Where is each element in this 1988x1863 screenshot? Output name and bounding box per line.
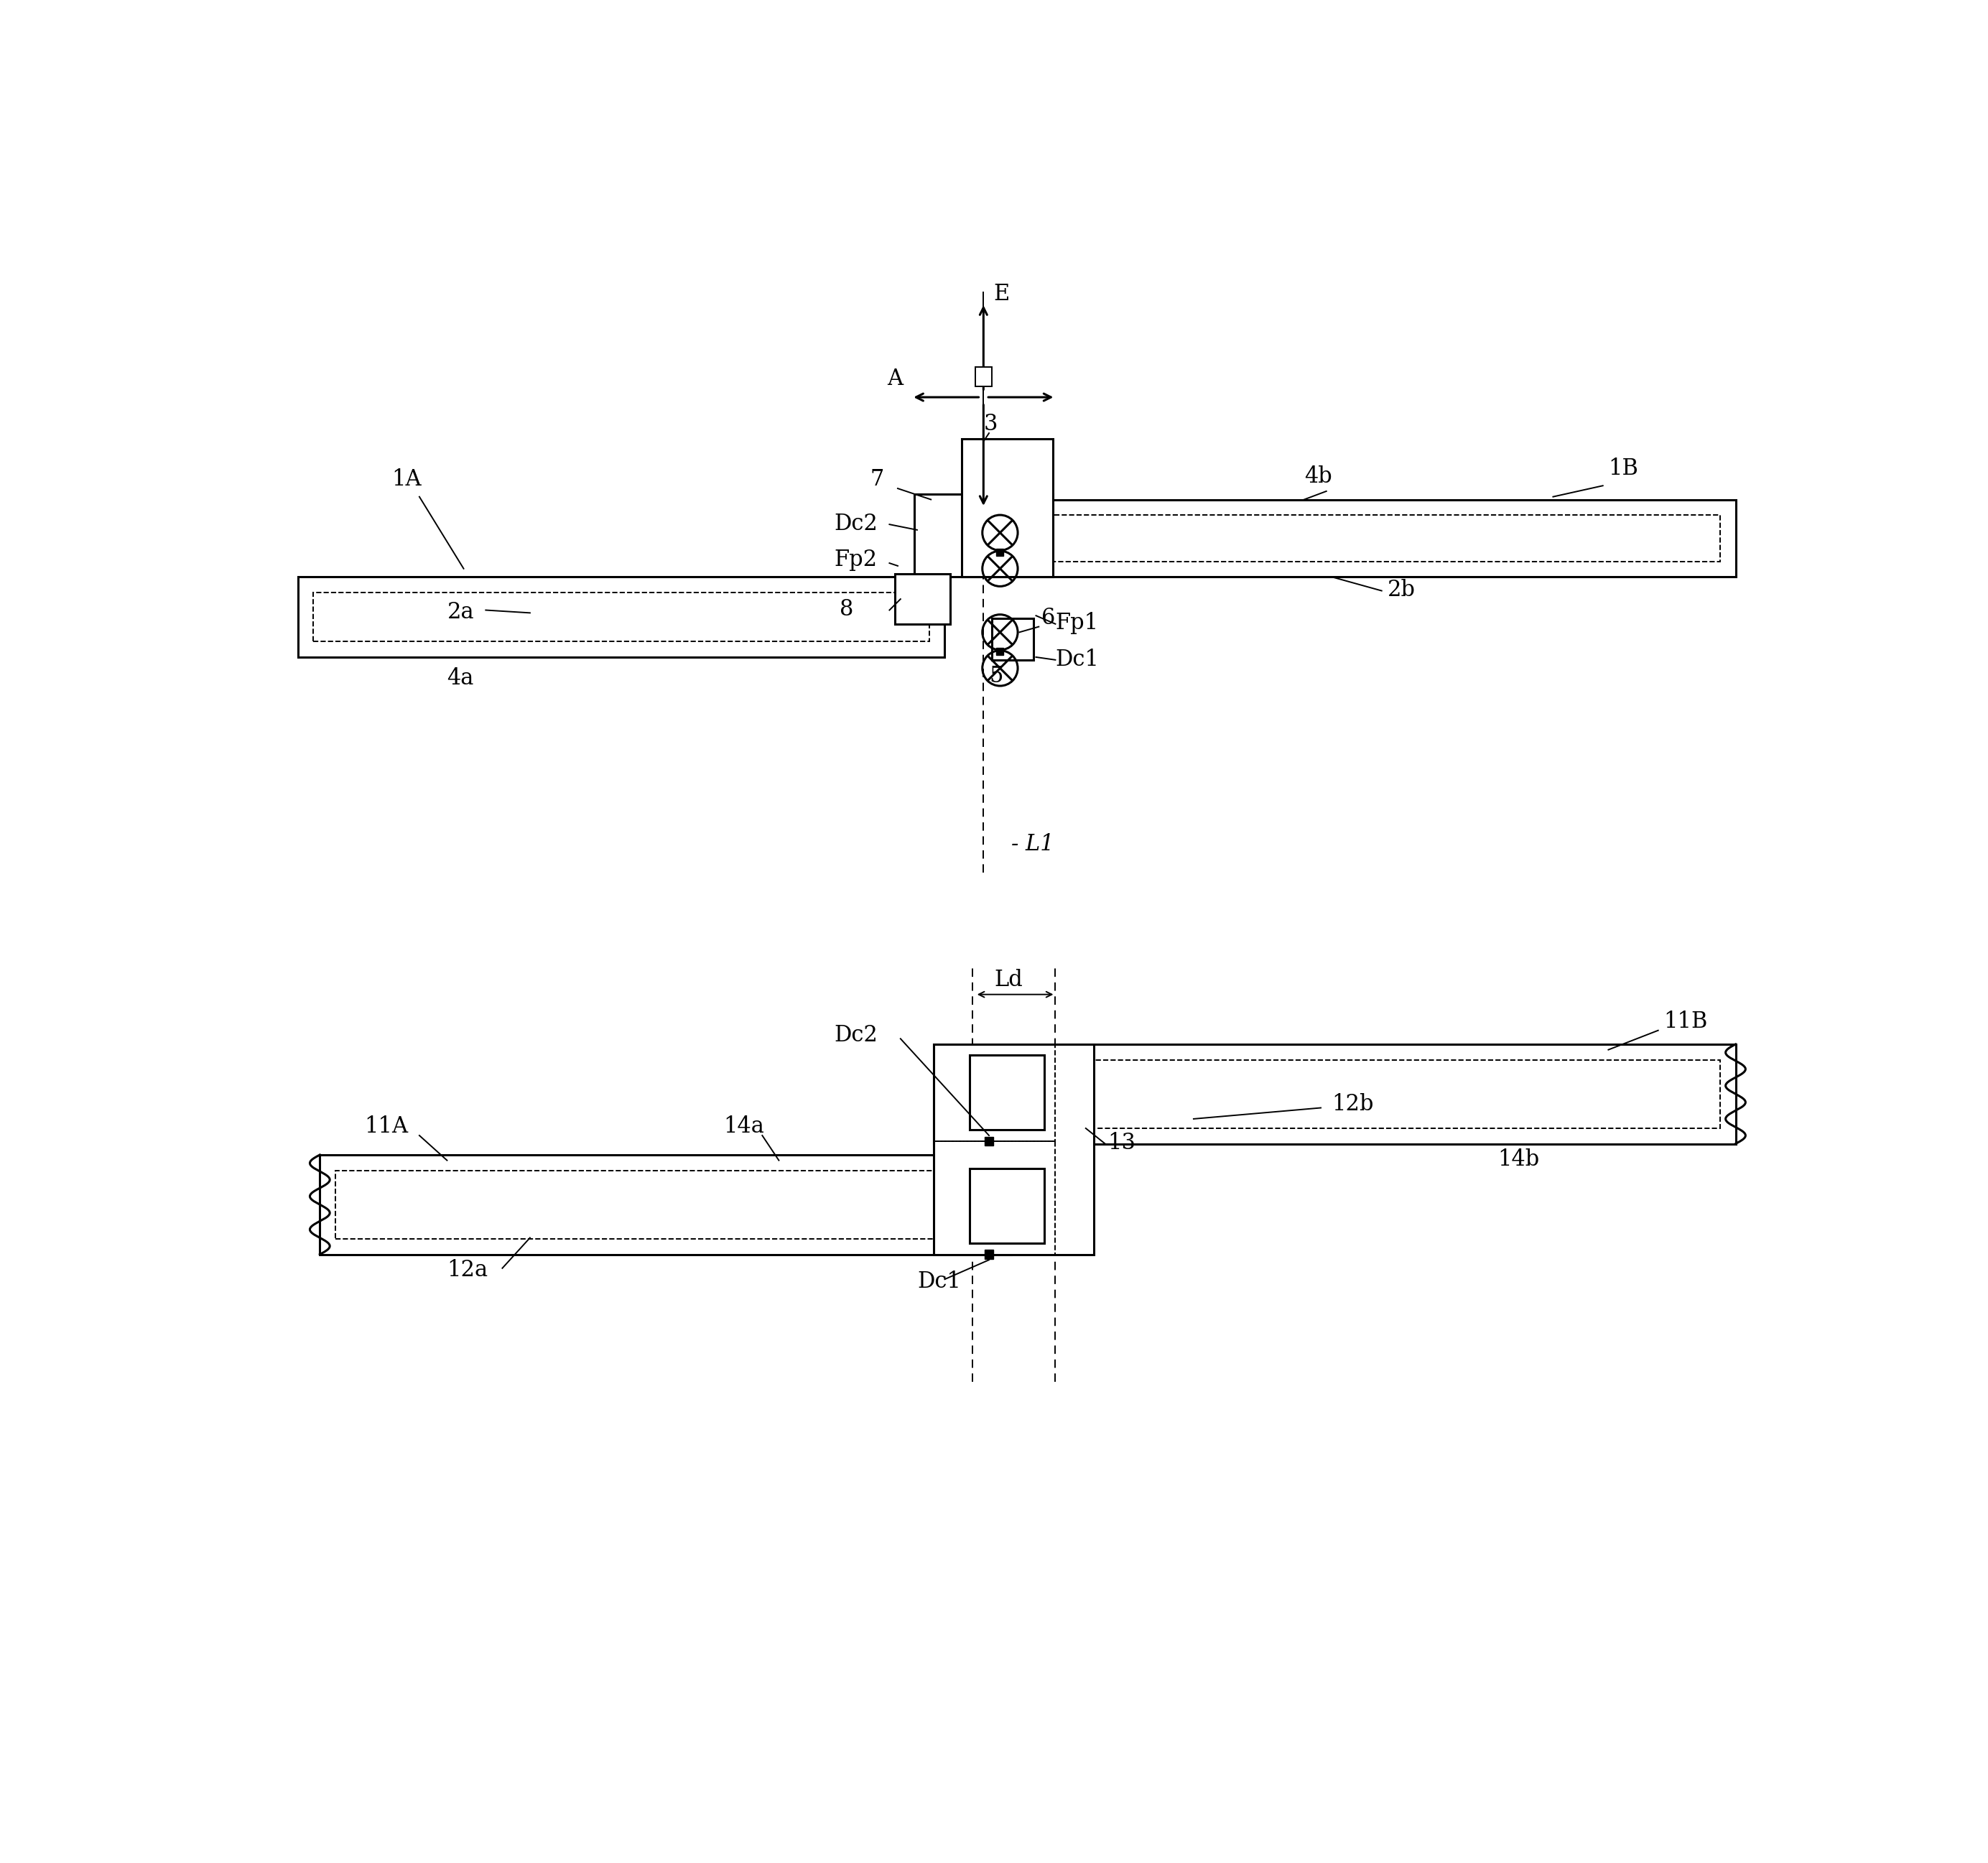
Text: 2b: 2b (1388, 579, 1415, 602)
Text: 4a: 4a (447, 667, 473, 689)
Text: Ld: Ld (994, 969, 1022, 991)
Bar (996, 648, 1004, 656)
Bar (984, 1136, 994, 1146)
Text: 4b: 4b (1304, 466, 1332, 488)
Bar (320, 1155, 1012, 1254)
Text: 2a: 2a (447, 602, 473, 624)
Text: 5: 5 (988, 665, 1004, 687)
Text: Dc2: Dc2 (835, 1025, 879, 1047)
Bar (934, 1140, 1056, 1254)
Text: 8: 8 (839, 598, 853, 620)
Text: 11A: 11A (364, 1116, 408, 1138)
Bar (934, 1045, 1736, 1144)
Bar (992, 619, 1034, 660)
Text: 1B: 1B (1608, 458, 1638, 479)
Bar (336, 1170, 996, 1239)
Text: 1A: 1A (392, 468, 421, 490)
Bar (962, 438, 1052, 578)
Bar (970, 1168, 1044, 1243)
Bar (970, 1054, 1044, 1131)
Bar (976, 514, 1720, 561)
Text: 11B: 11B (1664, 1010, 1708, 1032)
Text: 13: 13 (1107, 1133, 1135, 1155)
Bar (934, 1045, 1056, 1140)
Bar (914, 494, 1052, 578)
Bar (996, 548, 1004, 555)
Text: 7: 7 (871, 468, 885, 490)
Bar (984, 1250, 994, 1259)
Text: 12b: 12b (1332, 1094, 1374, 1116)
Text: Dc1: Dc1 (916, 1271, 960, 1293)
Text: Dc1: Dc1 (1056, 648, 1099, 671)
Text: 12a: 12a (447, 1259, 489, 1282)
Text: 14a: 14a (724, 1116, 763, 1138)
Bar (314, 592, 928, 641)
Text: A: A (887, 367, 903, 389)
Bar (934, 1045, 1093, 1254)
Text: E: E (994, 283, 1010, 306)
Text: - L1: - L1 (1012, 833, 1054, 855)
Text: 14b: 14b (1497, 1149, 1539, 1172)
Text: Dc2: Dc2 (835, 512, 879, 535)
Bar (895, 574, 950, 624)
Text: 3: 3 (984, 414, 998, 436)
Text: Fp1: Fp1 (1056, 613, 1099, 635)
Bar (976, 367, 992, 386)
Text: 6: 6 (1042, 607, 1056, 630)
Bar (298, 578, 944, 658)
Bar (948, 1060, 1720, 1129)
Text: Fp2: Fp2 (835, 548, 877, 570)
Bar (962, 499, 1736, 578)
